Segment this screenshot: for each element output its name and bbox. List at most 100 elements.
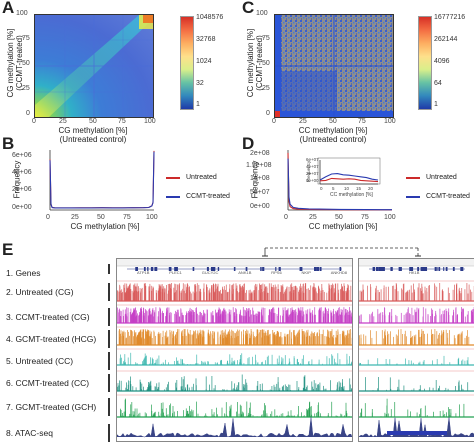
methylation-signal	[215, 292, 216, 301]
methylation-signal	[331, 285, 332, 301]
methylation-signal	[342, 383, 343, 391]
methylation-signal	[177, 361, 178, 365]
methylation-signal	[137, 338, 138, 346]
methylation-signal	[128, 308, 129, 323]
methylation-signal	[319, 309, 320, 323]
methylation-signal	[334, 359, 335, 365]
methylation-signal	[138, 332, 139, 345]
methylation-signal	[351, 313, 352, 323]
methylation-signal	[251, 314, 252, 323]
methylation-signal	[413, 284, 414, 301]
methylation-signal	[376, 331, 377, 345]
methylation-signal	[131, 330, 132, 345]
methylation-signal	[200, 337, 201, 345]
methylation-signal	[377, 358, 378, 365]
gene-label: NKIP	[302, 270, 311, 275]
methylation-signal	[286, 288, 287, 302]
methylation-signal	[166, 285, 167, 301]
methylation-signal	[406, 336, 407, 345]
methylation-signal	[386, 287, 387, 301]
methylation-signal	[458, 334, 459, 345]
methylation-signal	[194, 332, 195, 345]
methylation-signal	[237, 360, 238, 365]
methylation-signal	[183, 410, 184, 417]
methylation-signal	[262, 338, 263, 346]
gene-exon	[399, 267, 401, 271]
methylation-signal	[251, 331, 252, 345]
methylation-signal	[216, 408, 217, 417]
methylation-signal	[146, 310, 147, 323]
methylation-signal	[419, 337, 420, 345]
methylation-signal	[398, 291, 399, 301]
methylation-signal	[269, 310, 270, 323]
methylation-signal	[205, 314, 206, 323]
methylation-signal	[463, 309, 464, 324]
methylation-signal	[472, 315, 473, 323]
methylation-signal	[136, 316, 137, 323]
methylation-signal	[362, 291, 363, 301]
methylation-signal	[393, 286, 394, 301]
methylation-signal	[455, 338, 456, 345]
methylation-signal	[240, 405, 241, 417]
methylation-signal	[217, 313, 218, 323]
methylation-signal	[140, 413, 141, 417]
genome-browser-main: ATP1B PLEC1 GUCY2C ANK1B RPS6 NKIP ANKHD…	[116, 258, 353, 442]
methylation-signal	[290, 291, 291, 301]
methylation-signal	[232, 331, 233, 345]
methylation-signal	[193, 292, 194, 301]
methylation-signal	[177, 411, 178, 417]
methylation-signal	[289, 287, 290, 301]
methylation-signal	[194, 293, 195, 301]
methylation-signal	[448, 407, 449, 417]
track-bracket	[108, 283, 110, 301]
methylation-signal	[249, 293, 250, 301]
methylation-signal	[275, 335, 276, 346]
methylation-signal	[136, 291, 137, 301]
methylation-signal	[432, 310, 433, 323]
methylation-signal	[252, 357, 253, 365]
methylation-signal	[365, 403, 366, 417]
methylation-signal	[462, 309, 463, 323]
methylation-signal	[327, 337, 328, 345]
methylation-signal	[140, 308, 141, 323]
methylation-signal	[378, 290, 379, 301]
methylation-signal	[313, 333, 314, 345]
methylation-signal	[329, 288, 330, 301]
methylation-signal	[337, 283, 338, 301]
methylation-signal	[197, 314, 198, 323]
methylation-signal	[238, 292, 239, 301]
methylation-signal	[123, 310, 124, 323]
methylation-signal	[381, 289, 382, 301]
methylation-signal	[188, 285, 189, 301]
methylation-signal	[360, 413, 361, 417]
methylation-signal	[382, 315, 383, 323]
methylation-signal	[428, 314, 429, 323]
methylation-signal	[200, 312, 201, 323]
track-bracket	[108, 264, 110, 274]
methylation-signal	[144, 339, 145, 345]
methylation-signal	[246, 308, 247, 323]
methylation-signal	[138, 286, 139, 301]
methylation-signal	[230, 409, 231, 417]
methylation-signal	[303, 355, 304, 365]
methylation-signal	[361, 409, 362, 418]
methylation-signal	[370, 330, 371, 345]
methylation-signal	[314, 289, 315, 301]
methylation-signal	[156, 307, 157, 323]
methylation-signal	[360, 291, 361, 301]
methylation-signal	[211, 285, 212, 301]
methylation-signal	[192, 310, 193, 323]
methylation-signal	[315, 383, 316, 391]
methylation-signal	[229, 354, 230, 365]
methylation-signal	[243, 413, 244, 418]
methylation-signal	[402, 334, 403, 345]
methylation-signal	[135, 333, 136, 346]
methylation-signal	[124, 288, 125, 301]
methylation-signal	[265, 287, 266, 302]
methylation-signal	[168, 382, 169, 391]
methylation-signal	[119, 329, 120, 345]
methylation-signal	[305, 283, 306, 301]
methylation-signal	[315, 336, 316, 345]
methylation-signal	[314, 307, 315, 323]
methylation-signal	[240, 284, 241, 301]
